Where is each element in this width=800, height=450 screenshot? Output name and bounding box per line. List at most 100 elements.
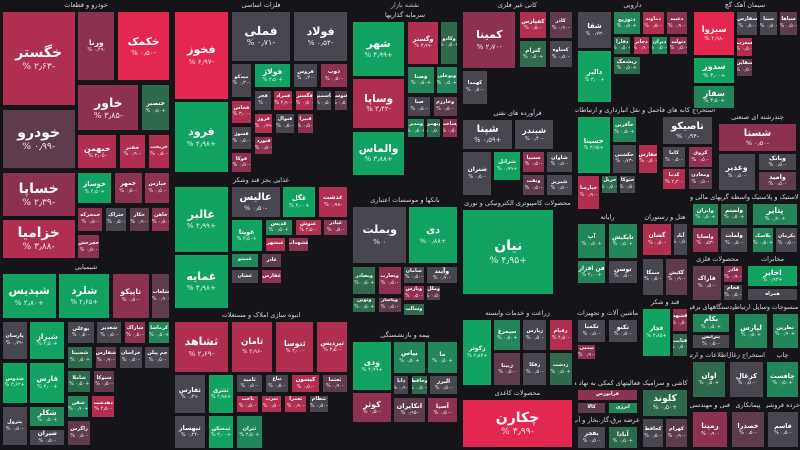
stock-tile[interactable]: وغدیر -۰٫۵۰ % — [717, 152, 756, 191]
stock-tile[interactable]: شبریز -۰٫۵۰ % — [546, 173, 573, 197]
stock-tile[interactable]: شسینا +۰٫۵۰ % — [67, 345, 93, 369]
stock-tile[interactable]: وامید -۰٫۵۰ % — [757, 171, 798, 191]
stock-tile[interactable]: وبوعلی +۰٫۵۰ % — [435, 66, 458, 95]
stock-tile[interactable]: سیمرغ +۰٫۵۰ % — [493, 319, 521, 352]
stock-tile[interactable]: دماوند -۰٫۵۰ % — [641, 11, 665, 36]
stock-tile[interactable]: کاذر -۰٫۹۰ % — [548, 11, 573, 40]
stock-tile[interactable]: ومعادن -۰٫۵۰ % — [687, 168, 714, 191]
stock-tile[interactable]: ثفارس -۰٫۴۹ % — [173, 373, 206, 414]
stock-tile[interactable]: غگل +۳٫۰۰ % — [282, 186, 317, 219]
stock-tile[interactable]: پلاسک +۰٫۵۰ % — [752, 226, 774, 253]
stock-tile[interactable]: غاذر — [261, 252, 283, 268]
stock-tile[interactable]: دی +۰٫۸۸ % — [408, 206, 458, 265]
stock-tile[interactable]: کفپارس -۰٫۵۰ % — [518, 11, 548, 40]
stock-tile[interactable]: فجام -۰٫۵۰ % — [723, 283, 744, 301]
stock-tile[interactable]: غنوش -۳٫۵۰ % — [294, 219, 322, 236]
stock-tile[interactable]: وایران +۰٫۵۰ % — [691, 203, 719, 226]
stock-tile[interactable]: تاصیکو -۰٫۹۴ % — [661, 116, 714, 145]
stock-tile[interactable]: میدکو -۰٫۳۰ % — [230, 63, 253, 98]
stock-tile[interactable]: کساوه -۰٫۵۰ % — [548, 40, 573, 69]
stock-tile[interactable]: ثامان -۳٫۹۶ % — [230, 321, 274, 373]
stock-tile[interactable]: فولاد -۰٫۵۴ % — [293, 11, 349, 62]
stock-tile[interactable]: شلرد +۲٫۶۵ % — [58, 273, 111, 320]
stock-tile[interactable]: دهدشت -۴٫۵۰ % — [91, 395, 116, 419]
stock-tile[interactable]: فاذر -۰٫۹۰ % — [723, 265, 744, 283]
stock-tile[interactable]: فنورد -۰٫۵۰ % — [253, 135, 274, 156]
stock-tile[interactable]: تاپیکو -۰٫۵۰ % — [111, 273, 150, 320]
stock-tile[interactable]: فروژ -۰٫۹۹ % — [253, 112, 274, 134]
stock-tile[interactable]: شتران -۰٫۵۰ % — [462, 150, 493, 197]
stock-tile[interactable]: بترانس -۰٫۵۰ % — [691, 334, 731, 350]
stock-tile[interactable]: حسینا +۳٫۹۵ % — [576, 116, 611, 174]
stock-tile[interactable]: کزغال -۰٫۵۰ % — [729, 361, 764, 399]
stock-tile[interactable]: سفار +۳٫۵۰ % — [693, 85, 736, 109]
stock-tile[interactable]: ثامید -۰٫۵۰ % — [236, 373, 263, 394]
stock-tile[interactable]: شفن +۰٫۹۰ % — [67, 395, 90, 419]
stock-tile[interactable]: کحافظ -۰٫۵۰ % — [642, 418, 664, 448]
stock-tile[interactable]: خبهمن -۳٫۰۵ % — [77, 133, 117, 170]
stock-tile[interactable]: سفارس -۰٫۵۰ % — [736, 11, 759, 36]
stock-tile[interactable]: قچار +۳٫۸۵ % — [642, 308, 671, 357]
stock-tile[interactable]: کرماشا +۰٫۵۰ % — [147, 320, 171, 344]
stock-tile[interactable]: ثنظام -۰٫۵۰ % — [309, 394, 329, 413]
stock-tile[interactable]: وصنا +۰٫۵۰ % — [407, 66, 435, 95]
stock-tile[interactable]: تکنو -۰٫۵۰ % — [607, 319, 639, 343]
stock-tile[interactable]: ودی +۴٫۹۹ % — [352, 341, 392, 392]
stock-tile[interactable]: قاسم -۰٫۵۰ % — [767, 411, 799, 449]
stock-tile[interactable]: وگستر -۳٫۹۹ % — [407, 21, 440, 65]
stock-tile[interactable]: حفارس -۰٫۵۰ % — [637, 143, 659, 174]
stock-tile[interactable]: فتوسا-۰٫۵۰ % — [333, 89, 349, 112]
stock-tile[interactable]: وساپا -۳٫۴۲ % — [352, 78, 405, 129]
stock-tile[interactable]: خصدرا -۰٫۵۰ % — [731, 411, 765, 449]
stock-tile[interactable]: البرز -۰٫۵۰ % — [429, 374, 458, 396]
stock-tile[interactable]: دانا-۰٫۹۰ % — [392, 374, 410, 396]
stock-tile[interactable]: زبینا -۰٫۵۰ % — [493, 352, 521, 386]
stock-tile[interactable]: آپ +۰٫۵۰ % — [576, 223, 607, 259]
stock-tile[interactable]: اخابر +۰٫۹۳ % — [746, 265, 799, 288]
stock-tile[interactable]: کوثر -۰٫۵۰ % — [352, 392, 392, 423]
stock-tile[interactable]: فخاس -۳٫۰۰ % — [230, 99, 253, 125]
stock-tile[interactable]: سغرب-۰٫۵۰ % — [736, 36, 753, 57]
stock-tile[interactable]: خاهن -۰٫۵۰ % — [151, 206, 171, 232]
stock-tile[interactable]: کروی -۰٫۵۰ % — [687, 146, 714, 168]
stock-tile[interactable]: خریخت -۰٫۵۰ % — [147, 133, 171, 170]
stock-tile[interactable]: فروس -۰٫۳۰ % — [293, 63, 318, 89]
stock-tile[interactable]: چافست +۰٫۵۰ % — [766, 361, 799, 399]
stock-tile[interactable]: خوساز +۴٫۵۰ % — [77, 171, 112, 205]
stock-tile[interactable]: حپارسا -۰٫۹۰ % — [576, 174, 601, 211]
stock-tile[interactable]: قثابت+۰٫۵۰ % — [672, 332, 688, 357]
stock-tile[interactable]: سیتا -۰٫۵۰ % — [759, 11, 778, 36]
stock-tile[interactable]: خگستر -۲٫۶۳ % — [1, 11, 76, 107]
stock-tile[interactable]: فجر ۰ % — [253, 89, 272, 112]
stock-tile[interactable]: وپاسار -۰٫۵۰ % — [377, 296, 402, 313]
stock-tile[interactable]: ثعتما -۰٫۹۰ % — [321, 373, 349, 394]
stock-tile[interactable]: شرانل +۰٫۹۹ % — [493, 150, 521, 181]
stock-tile[interactable]: بپاس +۰٫۵۰ % — [392, 341, 426, 374]
stock-tile[interactable]: غدیس +۰٫۵۰ % — [264, 219, 294, 236]
stock-tile[interactable]: وآیند -۰٫۹۰ % — [425, 265, 458, 285]
stock-tile[interactable]: سقاین-۰٫۵۰ % — [736, 57, 753, 78]
stock-tile[interactable]: غویتا +۴٫۵۰ % — [230, 219, 263, 252]
stock-tile[interactable]: ثاخت -۰٫۵۰ % — [236, 394, 260, 413]
stock-tile[interactable]: توسن -۰٫۵۰ % — [607, 260, 639, 285]
stock-tile[interactable]: شپدیس +۲٫۸۰ % — [1, 273, 57, 320]
stock-tile[interactable]: خکار -۰٫۹۰ % — [129, 206, 150, 232]
stock-tile[interactable]: وبصادر +۰٫۵۰ % — [352, 265, 377, 296]
stock-tile[interactable]: ونفت -۰٫۵۰ % — [522, 173, 546, 197]
stock-tile[interactable]: تاپکیش +۰٫۵۰ % — [607, 223, 639, 259]
stock-tile[interactable]: خساپا -۲٫۳۹ % — [1, 171, 76, 217]
stock-tile[interactable]: فولاژ +۳٫۵۰ % — [253, 63, 292, 89]
stock-tile[interactable]: فاراک -۰٫۵۰ % — [691, 265, 722, 301]
stock-tile[interactable]: غالبر +۴٫۹۹ % — [173, 186, 229, 253]
stock-tile[interactable]: کیسون -۰٫۵۰ % — [291, 373, 320, 394]
stock-tile[interactable]: شدوس +۳٫۶۲ % — [1, 361, 28, 404]
stock-tile[interactable]: ثبهساز -۰٫۴۴ % — [173, 415, 206, 449]
stock-tile[interactable]: ثنوسا -۳٫۰۰ % — [275, 321, 315, 373]
stock-tile[interactable]: شاملا +۰٫۵۰ % — [67, 370, 92, 394]
stock-tile[interactable]: گکیش -۰٫۹۰ % — [665, 257, 688, 296]
stock-tile[interactable]: شغدیر -۰٫۵۰ % — [96, 320, 123, 344]
stock-tile[interactable]: فاسمین-۰٫۵۰ % — [316, 89, 333, 112]
stock-tile[interactable]: پتایر +۰٫۷۰ % — [752, 203, 798, 226]
stock-tile[interactable]: غفارس — [261, 269, 283, 284]
stock-tile[interactable]: ثشاهد -۲٫۶۹ % — [173, 321, 229, 373]
